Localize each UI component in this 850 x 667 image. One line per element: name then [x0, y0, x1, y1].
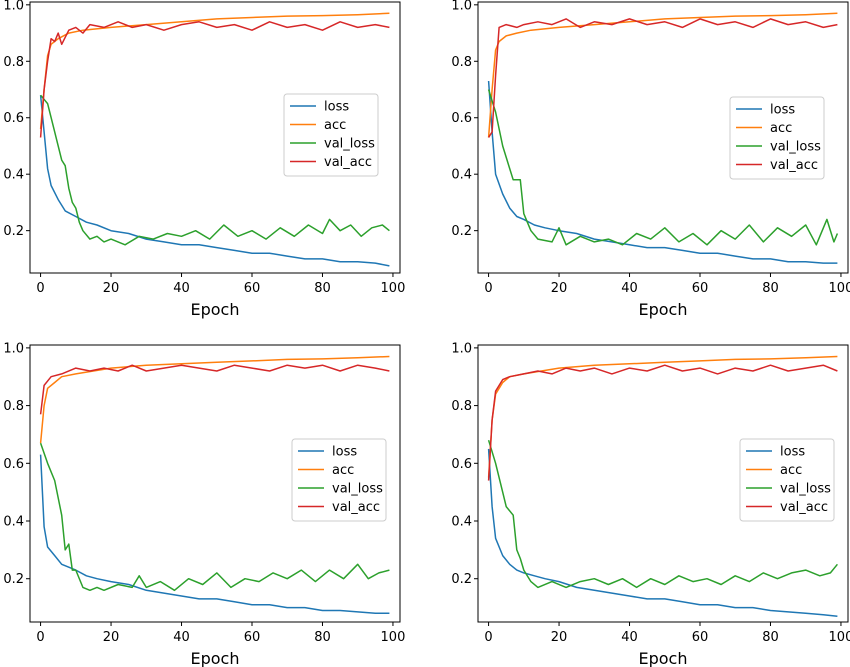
legend-label-acc: acc: [332, 463, 354, 478]
legend-label-val-loss: val_loss: [324, 137, 375, 152]
legend-box: [283, 93, 379, 177]
x-axis-label: Epoch: [191, 649, 240, 667]
y-tick-label: 0.8: [3, 399, 24, 414]
x-tick-label: 20: [551, 281, 568, 296]
series-line-acc: [487, 355, 838, 478]
chart-panel-3: 0 20 40 60 80 100 0.2 0.4 0.6 0.8 1.0 Epoch loss acc v…: [3, 341, 405, 667]
y-tick-label: 1.0: [3, 0, 24, 13]
legend-label-val-acc: val_acc: [780, 500, 828, 515]
axes-frame: [29, 344, 401, 623]
legend-label-val-acc: val_acc: [324, 155, 372, 170]
chart-panel-1: 0 20 40 60 80 100 0.2 0.4 0.6 0.8 1.0 Epoch loss acc v…: [3, 0, 405, 319]
x-tick-label: 100: [381, 281, 406, 296]
legend-label-loss: loss: [780, 445, 805, 460]
legend-label-loss: loss: [770, 103, 795, 118]
x-tick-label: 100: [381, 630, 406, 645]
series-line-val-loss: [39, 442, 390, 592]
x-tick-label: 20: [103, 630, 120, 645]
x-axis-label: Epoch: [191, 300, 240, 319]
y-tick-label: 0.4: [451, 168, 472, 183]
x-tick-label: 40: [173, 281, 190, 296]
x-tick-label: 0: [36, 281, 44, 296]
series-line-loss: [39, 454, 390, 615]
chart-panel-2: 0 20 40 60 80 100 0.2 0.4 0.6 0.8 1.0 Epoch loss acc v…: [451, 0, 850, 319]
legend-box: [291, 438, 387, 522]
axes-frame: [477, 1, 849, 274]
legend: loss acc val_loss val_acc: [729, 96, 825, 180]
x-tick-label: 40: [621, 281, 638, 296]
x-tick-label: 0: [484, 630, 492, 645]
y-tick-label: 1.0: [451, 341, 472, 356]
series-line-val-loss: [487, 89, 839, 246]
x-tick-label: 80: [314, 630, 331, 645]
series-line-val-acc: [487, 364, 838, 481]
y-tick-label: 0.2: [451, 224, 472, 239]
x-tick-label: 80: [314, 281, 331, 296]
axes-frame: [29, 1, 401, 274]
x-tick-label: 60: [244, 630, 261, 645]
legend-label-val-loss: val_loss: [770, 140, 821, 155]
x-tick-label: 60: [692, 281, 709, 296]
y-tick-label: 0.4: [3, 515, 24, 530]
x-tick-label: 0: [36, 630, 44, 645]
y-tick-label: 0.2: [451, 572, 472, 587]
x-tick-label: 40: [173, 630, 190, 645]
series-line-val-acc: [39, 364, 390, 415]
y-tick-label: 1.0: [3, 341, 24, 356]
x-tick-label: 40: [621, 630, 638, 645]
x-tick-label: 60: [692, 630, 709, 645]
axes-frame: [477, 344, 849, 623]
y-tick-label: 1.0: [451, 0, 472, 13]
legend-label-acc: acc: [770, 121, 792, 136]
x-tick-label: 80: [762, 630, 779, 645]
legend-label-loss: loss: [332, 445, 357, 460]
legend: loss acc val_loss val_acc: [739, 438, 835, 522]
series-line-loss: [487, 448, 838, 617]
x-axis-label: Epoch: [639, 649, 688, 667]
legend-label-loss: loss: [324, 100, 349, 115]
legend-label-acc: acc: [780, 463, 802, 478]
legend-box: [729, 96, 825, 180]
legend-box: [739, 438, 835, 522]
legend-label-val-acc: val_acc: [332, 500, 380, 515]
legend-label-acc: acc: [324, 118, 346, 133]
legend: loss acc val_loss val_acc: [291, 438, 387, 522]
x-tick-label: 100: [829, 630, 850, 645]
y-tick-label: 0.4: [451, 515, 472, 530]
y-tick-label: 0.8: [3, 55, 24, 70]
x-tick-label: 80: [762, 281, 779, 296]
x-tick-label: 20: [103, 281, 120, 296]
legend-label-val-loss: val_loss: [332, 482, 383, 497]
y-tick-label: 0.8: [451, 399, 472, 414]
y-tick-label: 0.4: [3, 168, 24, 183]
y-tick-label: 0.6: [3, 111, 24, 126]
y-tick-label: 0.2: [3, 224, 24, 239]
chart-panel-4: 0 20 40 60 80 100 0.2 0.4 0.6 0.8 1.0 Epoch loss acc v…: [451, 341, 850, 667]
y-tick-label: 0.2: [3, 572, 24, 587]
legend: loss acc val_loss val_acc: [283, 93, 379, 177]
y-tick-label: 0.8: [451, 55, 472, 70]
x-tick-label: 20: [551, 630, 568, 645]
x-tick-label: 0: [484, 281, 492, 296]
series-line-val-loss: [40, 94, 390, 246]
series-line-val-loss: [487, 439, 838, 589]
y-tick-label: 0.6: [451, 111, 472, 126]
series-line-val-acc: [487, 18, 838, 138]
legend-label-val-acc: val_acc: [770, 158, 818, 173]
series-line-loss: [39, 95, 390, 267]
x-axis-label: Epoch: [639, 300, 688, 319]
x-tick-label: 100: [829, 281, 850, 296]
series-line-val-acc: [39, 21, 390, 138]
y-tick-label: 0.6: [451, 457, 472, 472]
x-tick-label: 60: [244, 281, 261, 296]
legend-label-val-loss: val_loss: [780, 482, 831, 497]
y-tick-label: 0.6: [3, 457, 24, 472]
